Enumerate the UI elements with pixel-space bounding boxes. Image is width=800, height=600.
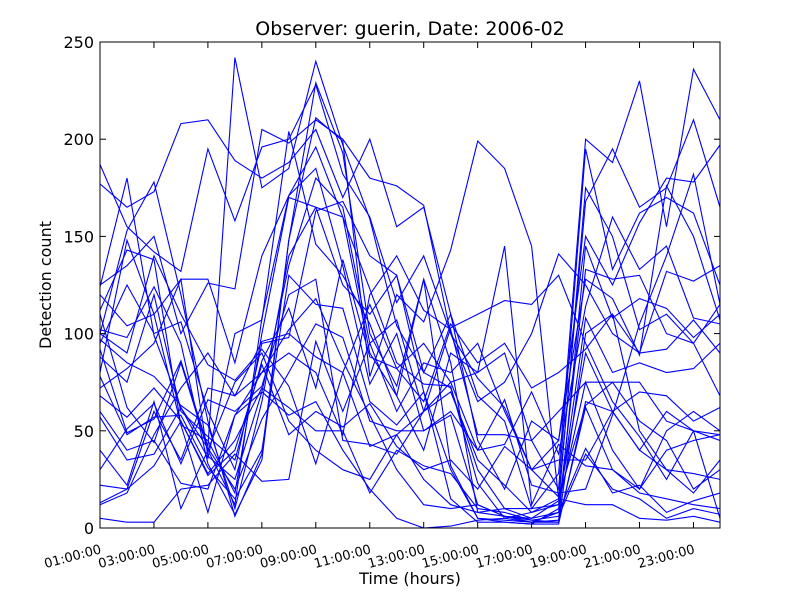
y-tick-label: 0	[84, 519, 94, 538]
series-line-20	[100, 363, 720, 498]
series-line-1	[100, 83, 720, 471]
y-axis-label: Detection count	[36, 221, 55, 349]
series-line-19	[100, 177, 720, 481]
series-line-14	[100, 131, 720, 491]
y-tick-label: 150	[63, 227, 94, 246]
series-line-6	[100, 206, 720, 519]
plot-frame	[99, 41, 721, 529]
series-line-3	[100, 119, 720, 403]
series-line-15	[100, 200, 720, 525]
series-line-21	[100, 254, 720, 466]
y-tick-label: 200	[63, 130, 94, 149]
chart-title: Observer: guerin, Date: 2006-02	[255, 18, 565, 40]
series-line-26	[100, 57, 720, 510]
y-tick-label: 250	[63, 33, 94, 52]
series-line-17	[100, 167, 720, 507]
series-line-2	[100, 67, 720, 510]
y-tick-label: 50	[74, 422, 94, 441]
series-group	[100, 57, 720, 528]
series-line-22	[100, 274, 720, 481]
y-axis: 0 50 100 150 200 250	[63, 33, 720, 538]
y-tick-label: 100	[63, 325, 94, 344]
series-line-24	[100, 297, 720, 521]
series-line-11	[100, 332, 720, 523]
series-line-13	[100, 249, 720, 515]
series-line-18	[100, 116, 720, 516]
series-line-23	[100, 391, 720, 528]
series-line-4	[100, 184, 720, 495]
series-line-25	[100, 145, 720, 523]
x-axis-label: Time (hours)	[358, 569, 461, 588]
